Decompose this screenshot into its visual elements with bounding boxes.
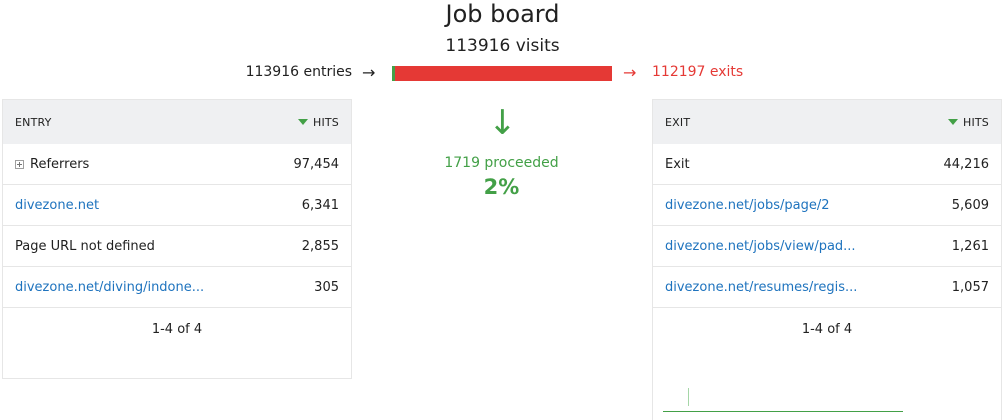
down-arrow-icon: ↓ [488,103,517,143]
visits-count: 113916 visits [445,36,560,56]
table-row[interactable]: Exit 44,216 [653,144,1001,185]
mini-chart-tick [688,388,689,406]
mini-chart-baseline [663,411,903,412]
exits-count: 112197 exits [652,64,744,80]
table-row[interactable]: divezone.net/diving/indone... 305 [3,267,351,308]
table-row[interactable]: divezone.net 6,341 [3,185,351,226]
sort-desc-icon [947,119,958,125]
proceeded-count: 1719 proceeded [444,155,559,171]
exit-table: EXIT HITS Exit 44,216 divezone.net/jobs/… [652,99,1002,420]
page-title: Job board [445,0,560,28]
exit-hits-label: HITS [962,115,989,129]
exit-column-header[interactable]: EXIT [665,115,691,129]
sort-desc-icon [297,119,308,125]
exit-arrow-icon: → [623,63,637,82]
row-hits: 1,057 [951,279,989,295]
row-label: Referrers [30,156,90,172]
row-hits: 97,454 [293,156,340,172]
table-row[interactable]: Page URL not defined 2,855 [3,226,351,267]
entry-hits-header[interactable]: HITS [297,115,339,129]
table-row[interactable]: divezone.net/jobs/view/pad... 1,261 [653,226,1001,267]
row-hits: 44,216 [943,156,990,172]
entry-table: ENTRY HITS Referrers 97,454 divezone.net… [2,99,352,379]
row-link[interactable]: divezone.net/diving/indone... [15,279,205,295]
exit-pagination: 1-4 of 4 [801,322,853,337]
entry-table-header: ENTRY HITS [3,100,351,144]
row-hits: 305 [314,279,339,295]
exit-hits-header[interactable]: HITS [947,115,989,129]
exit-table-header: EXIT HITS [653,100,1001,144]
entry-column-header[interactable]: ENTRY [15,115,52,129]
row-link[interactable]: divezone.net/resumes/regis... [665,279,858,295]
row-hits: 6,341 [301,197,339,213]
table-row[interactable]: Referrers 97,454 [3,144,351,185]
entry-pagination: 1-4 of 4 [151,322,203,337]
flow-bar-proceeded [392,66,396,81]
row-link[interactable]: divezone.net [15,197,100,213]
table-row[interactable]: divezone.net/jobs/page/2 5,609 [653,185,1001,226]
row-link[interactable]: divezone.net/jobs/page/2 [665,197,830,213]
row-hits: 2,855 [301,238,339,254]
row-hits: 5,609 [951,197,989,213]
entries-count: 113916 entries [245,64,352,80]
expand-icon[interactable] [15,159,24,169]
row-label: Exit [665,156,690,172]
entry-hits-label: HITS [312,115,339,129]
entry-arrow-icon: → [362,63,376,82]
row-link[interactable]: divezone.net/jobs/view/pad... [665,238,856,254]
row-hits: 1,261 [951,238,989,254]
table-row[interactable]: divezone.net/resumes/regis... 1,057 [653,267,1001,308]
flow-bar [392,66,612,81]
proceeded-percent: 2% [483,175,520,199]
row-label: Page URL not defined [15,238,155,254]
